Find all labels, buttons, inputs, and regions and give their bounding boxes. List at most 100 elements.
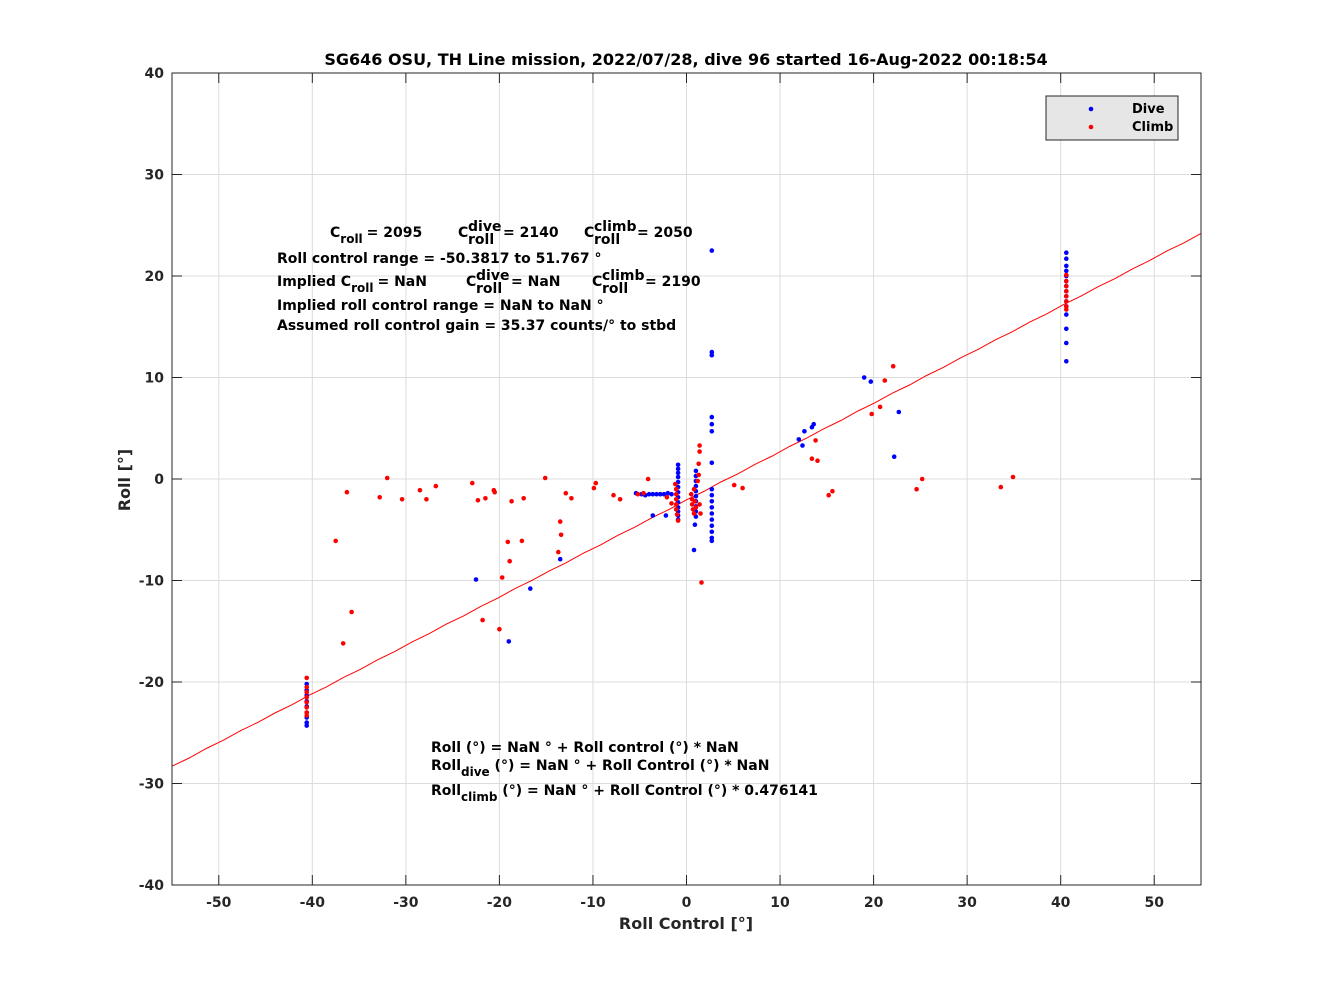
climb-point [433, 483, 439, 489]
c-roll-dive-sup: dive [468, 219, 501, 235]
climb-point [673, 491, 679, 497]
dive-point [473, 577, 479, 582]
y-tick-label: -30 [139, 777, 165, 793]
dive-point [811, 421, 816, 427]
climb-point [557, 519, 563, 524]
legend-box [1045, 95, 1179, 141]
x-tick-label: 50 [1144, 895, 1164, 911]
roll-control-gain: Assumed roll control gain = 35.37 counts… [277, 318, 676, 334]
climb-point [483, 496, 488, 501]
implied-dive-sub: roll [476, 281, 502, 297]
implied-dive-sup: dive [476, 268, 509, 284]
climb-point [693, 505, 699, 510]
climb-point [497, 626, 502, 632]
c-roll-climb-base: C [584, 225, 594, 241]
c-roll-dive-base: C [458, 225, 468, 241]
climb-point [558, 532, 564, 538]
dive-point [691, 547, 697, 553]
dive-point [661, 491, 667, 497]
climb-point [697, 502, 702, 507]
dive-point [528, 586, 533, 591]
legend-climb-marker [1088, 124, 1094, 130]
dive-point [1064, 263, 1069, 269]
dive-point [692, 522, 698, 527]
fit-dive-equation: Rolldive (°) = NaN ° + Roll Control (°) … [431, 758, 769, 779]
dive-point [1064, 256, 1069, 262]
dive-point [1064, 312, 1069, 317]
climb-point [669, 501, 674, 506]
dive-point [709, 505, 715, 510]
legend-dive-label: Dive [1132, 102, 1165, 117]
dive-point [663, 513, 669, 518]
dive-point [693, 494, 699, 499]
dive-point [557, 556, 563, 562]
climb-point [673, 486, 679, 492]
climb-point [1064, 272, 1069, 278]
fit-line-layer [171, 232, 1202, 767]
climb-point [470, 480, 475, 486]
climb-point [673, 502, 679, 507]
climb-point [692, 499, 698, 504]
dive-point [709, 517, 715, 522]
climb-point [304, 713, 310, 718]
climb-point [635, 491, 641, 497]
dive-point [709, 248, 715, 253]
legend: Dive Climb [1045, 95, 1179, 141]
climb-point [519, 538, 525, 544]
climb-point [998, 484, 1004, 490]
climb-point [349, 609, 354, 615]
dive-point [896, 409, 902, 415]
fit-equation: Roll (°) = NaN ° + Roll control (°) * Na… [431, 740, 739, 756]
legend-dive-marker [1088, 106, 1094, 112]
climb-point [611, 492, 616, 498]
climb-point [304, 675, 310, 681]
x-tick-label: 20 [864, 895, 884, 911]
x-tick-label: -50 [206, 895, 232, 911]
dive-point [646, 491, 652, 497]
dive-point [868, 379, 874, 384]
y-tick-label: 10 [145, 371, 165, 387]
y-tick-label: -20 [139, 675, 165, 691]
climb-point [424, 497, 429, 502]
dive-point [658, 491, 663, 497]
climb-point [890, 364, 896, 369]
climb-point [826, 492, 831, 498]
fit-annotations: Roll (°) = NaN ° + Roll control (°) * Na… [431, 740, 818, 804]
climb-point [1064, 307, 1069, 312]
climb-point [556, 549, 561, 555]
implied-climb-value: = 2190 [645, 274, 701, 290]
climb-point [1064, 288, 1069, 294]
dive-point [693, 468, 699, 474]
climb-point [699, 580, 704, 585]
dive-point [796, 437, 802, 442]
dive-point [675, 462, 681, 468]
climb-point [919, 476, 925, 482]
climb-point [344, 489, 350, 495]
ticks: -50 -40 -30 -20 -10 0 10 20 30 40 50 -40 -30 -20 -10 0 1… [139, 66, 1201, 911]
dive-point [709, 511, 715, 516]
climb-point [1064, 294, 1069, 299]
climb-point [384, 475, 390, 481]
dive-point [709, 529, 715, 535]
climb-point [593, 480, 599, 486]
climb-point [417, 487, 423, 493]
dive-point [1064, 340, 1069, 346]
climb-point [691, 486, 697, 492]
climb-point [1064, 299, 1069, 304]
dive-point [709, 538, 715, 544]
fit-climb-equation: Rollclimb (°) = NaN ° + Roll Control (°)… [431, 783, 818, 804]
climb-point [569, 496, 574, 501]
dive-point [675, 470, 681, 476]
climb-point [673, 481, 678, 487]
dive-point [709, 429, 715, 434]
dive-point [709, 499, 715, 504]
dive-point [802, 429, 807, 434]
fit-line [171, 232, 1202, 767]
climb-point [1064, 278, 1069, 284]
climb-point [698, 511, 703, 516]
x-tick-label: 30 [957, 895, 977, 911]
climb-point [697, 449, 702, 454]
x-tick-label: -30 [393, 895, 419, 911]
implied-climb-base: C [592, 274, 602, 290]
dive-point [654, 491, 659, 497]
